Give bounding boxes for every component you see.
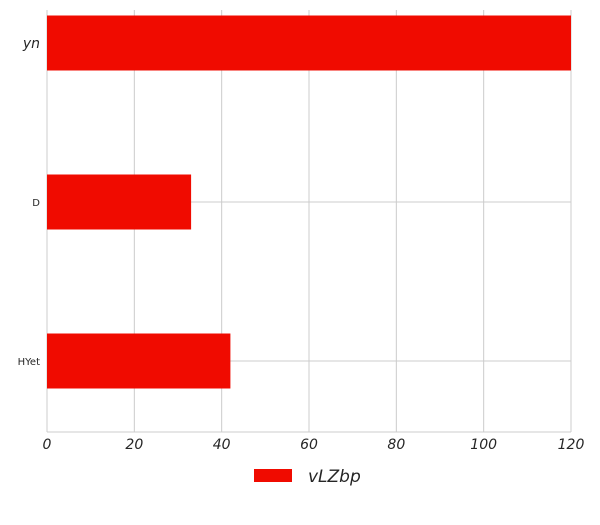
y-tick-label: HYet xyxy=(18,357,40,368)
bars xyxy=(47,15,571,389)
grid-lines xyxy=(46,10,572,433)
y-tick-label: yn xyxy=(22,36,40,52)
y-tick-label: D xyxy=(32,198,40,209)
bar-yn xyxy=(47,15,571,71)
x-tick-label: 0 xyxy=(43,437,52,453)
legend-label: vLZbp xyxy=(308,467,361,487)
legend: vLZbp xyxy=(254,467,361,487)
x-tick-label: 80 xyxy=(387,437,405,453)
y-tick-labels: yn D HYet xyxy=(18,36,41,368)
x-tick-labels: 0 20 40 60 80 100 120 xyxy=(43,437,585,453)
legend-swatch xyxy=(254,469,292,482)
x-tick-label: 100 xyxy=(470,437,497,453)
x-tick-label: 20 xyxy=(125,437,143,453)
x-tick-label: 120 xyxy=(558,437,585,453)
x-tick-label: 40 xyxy=(213,437,231,453)
bar-D xyxy=(47,174,192,230)
x-tick-label: 60 xyxy=(300,437,318,453)
bar-HYet xyxy=(47,333,231,389)
